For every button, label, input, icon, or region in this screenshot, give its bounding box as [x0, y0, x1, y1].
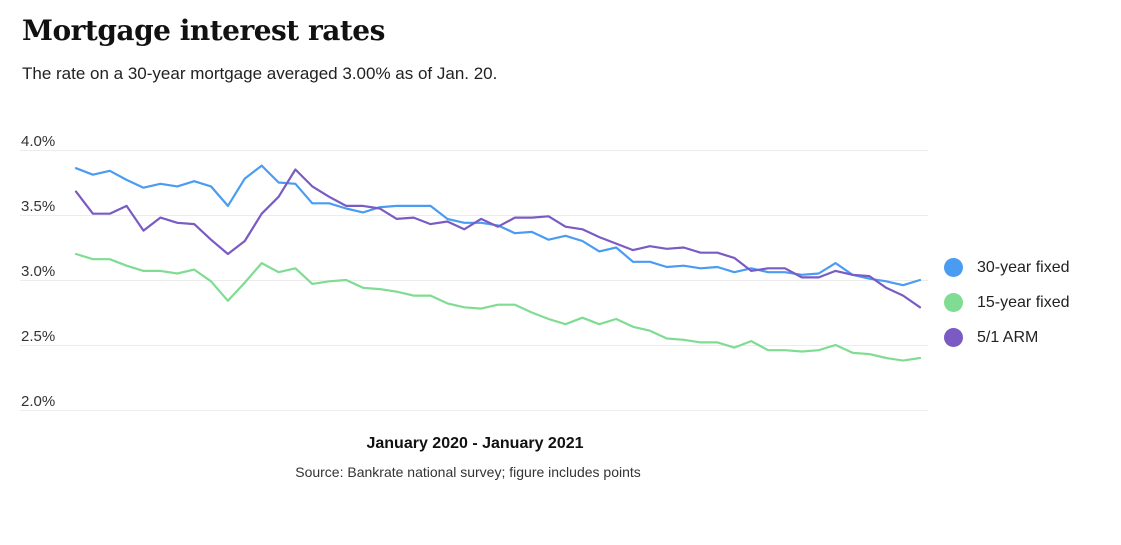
- series-line-5-1-arm: [74, 168, 922, 309]
- legend-label: 30-year fixed: [977, 258, 1070, 276]
- y-tick-label: 3.0%: [21, 263, 55, 280]
- legend-item: 30-year fixed: [944, 250, 1070, 285]
- y-tick-label: 2.0%: [21, 393, 55, 410]
- series-line-30-year-fixed: [74, 164, 922, 287]
- legend-item: 15-year fixed: [944, 285, 1070, 320]
- chart-title: Mortgage interest rates: [22, 14, 385, 47]
- y-tick-label: 4.0%: [21, 133, 55, 150]
- legend-label: 15-year fixed: [977, 293, 1070, 311]
- legend-item: 5/1 ARM: [944, 320, 1070, 355]
- chart-legend: 30-year fixed 15-year fixed 5/1 ARM: [944, 250, 1070, 355]
- y-axis-ticks: 4.0% 3.5% 3.0% 2.5% 2.0%: [21, 133, 55, 410]
- y-tick-label: 2.5%: [21, 328, 55, 345]
- legend-swatch: [944, 293, 963, 312]
- source-note: Source: Bankrate national survey; figure…: [295, 464, 641, 480]
- legend-swatch: [944, 328, 963, 347]
- y-tick-label: 3.5%: [21, 198, 55, 215]
- grid-lines: [20, 150, 928, 411]
- legend-swatch: [944, 258, 963, 277]
- x-axis-label: January 2020 - January 2021: [366, 435, 583, 452]
- legend-label: 5/1 ARM: [977, 328, 1039, 346]
- chart-subtitle: The rate on a 30-year mortgage averaged …: [22, 64, 498, 83]
- series-line-15-year-fixed: [74, 252, 922, 362]
- series-lines: [74, 164, 922, 362]
